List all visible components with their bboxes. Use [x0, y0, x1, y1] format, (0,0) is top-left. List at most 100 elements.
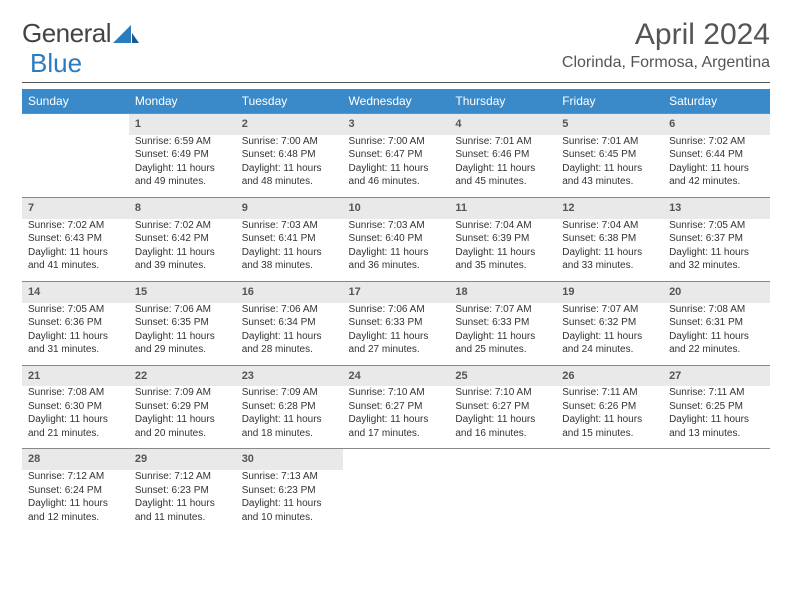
day-info-cell: Sunrise: 7:04 AMSunset: 6:39 PMDaylight:… — [449, 219, 556, 282]
sunrise-text: Sunrise: 7:12 AM — [28, 470, 123, 484]
day-number-cell — [22, 114, 129, 135]
sunrise-text: Sunrise: 7:01 AM — [455, 135, 550, 149]
day-number-cell: 27 — [663, 365, 770, 386]
day-number-cell: 18 — [449, 281, 556, 302]
day-number-cell: 12 — [556, 197, 663, 218]
day-number-cell: 17 — [343, 281, 450, 302]
day-info-cell: Sunrise: 7:03 AMSunset: 6:41 PMDaylight:… — [236, 219, 343, 282]
day-number-cell: 26 — [556, 365, 663, 386]
day-header: Wednesday — [343, 89, 450, 114]
sunset-text: Sunset: 6:35 PM — [135, 316, 230, 330]
day-info-cell: Sunrise: 7:05 AMSunset: 6:37 PMDaylight:… — [663, 219, 770, 282]
sunrise-text: Sunrise: 7:08 AM — [28, 386, 123, 400]
day-info-cell: Sunrise: 7:11 AMSunset: 6:25 PMDaylight:… — [663, 386, 770, 449]
info-row: Sunrise: 7:12 AMSunset: 6:24 PMDaylight:… — [22, 470, 770, 532]
day-info-cell — [343, 470, 450, 532]
day-header: Saturday — [663, 89, 770, 114]
sunrise-text: Sunrise: 7:05 AM — [28, 303, 123, 317]
day-number-cell: 23 — [236, 365, 343, 386]
day-number-cell: 30 — [236, 449, 343, 470]
daylight-text: Daylight: 11 hours and 16 minutes. — [455, 413, 550, 440]
logo-sail-icon — [113, 23, 139, 45]
daylight-text: Daylight: 11 hours and 28 minutes. — [242, 330, 337, 357]
daylight-text: Daylight: 11 hours and 41 minutes. — [28, 246, 123, 273]
day-info-cell: Sunrise: 7:13 AMSunset: 6:23 PMDaylight:… — [236, 470, 343, 532]
day-header: Monday — [129, 89, 236, 114]
day-info-cell: Sunrise: 7:00 AMSunset: 6:47 PMDaylight:… — [343, 135, 450, 198]
info-row: Sunrise: 7:05 AMSunset: 6:36 PMDaylight:… — [22, 303, 770, 366]
daylight-text: Daylight: 11 hours and 10 minutes. — [242, 497, 337, 524]
sunset-text: Sunset: 6:43 PM — [28, 232, 123, 246]
day-info-cell: Sunrise: 7:06 AMSunset: 6:35 PMDaylight:… — [129, 303, 236, 366]
day-info-cell: Sunrise: 7:01 AMSunset: 6:46 PMDaylight:… — [449, 135, 556, 198]
sunset-text: Sunset: 6:40 PM — [349, 232, 444, 246]
sunset-text: Sunset: 6:27 PM — [349, 400, 444, 414]
day-info-cell: Sunrise: 7:02 AMSunset: 6:44 PMDaylight:… — [663, 135, 770, 198]
sunrise-text: Sunrise: 7:03 AM — [242, 219, 337, 233]
sunset-text: Sunset: 6:31 PM — [669, 316, 764, 330]
day-info-cell: Sunrise: 7:12 AMSunset: 6:23 PMDaylight:… — [129, 470, 236, 532]
day-info-cell: Sunrise: 7:10 AMSunset: 6:27 PMDaylight:… — [343, 386, 450, 449]
sunrise-text: Sunrise: 7:07 AM — [562, 303, 657, 317]
sunset-text: Sunset: 6:39 PM — [455, 232, 550, 246]
day-number-cell: 9 — [236, 197, 343, 218]
logo-text-blue: Blue — [30, 48, 82, 79]
sunrise-text: Sunrise: 7:06 AM — [349, 303, 444, 317]
sunrise-text: Sunrise: 7:08 AM — [669, 303, 764, 317]
day-number-cell — [343, 449, 450, 470]
day-number-cell: 4 — [449, 114, 556, 135]
sunrise-text: Sunrise: 7:05 AM — [669, 219, 764, 233]
sunrise-text: Sunrise: 7:02 AM — [135, 219, 230, 233]
sunrise-text: Sunrise: 7:09 AM — [135, 386, 230, 400]
daylight-text: Daylight: 11 hours and 20 minutes. — [135, 413, 230, 440]
sunset-text: Sunset: 6:34 PM — [242, 316, 337, 330]
day-header: Thursday — [449, 89, 556, 114]
calendar-table: Sunday Monday Tuesday Wednesday Thursday… — [22, 89, 770, 532]
day-number-cell: 6 — [663, 114, 770, 135]
sunset-text: Sunset: 6:44 PM — [669, 148, 764, 162]
day-info-cell — [449, 470, 556, 532]
daylight-text: Daylight: 11 hours and 29 minutes. — [135, 330, 230, 357]
day-info-cell: Sunrise: 7:01 AMSunset: 6:45 PMDaylight:… — [556, 135, 663, 198]
day-number-cell: 10 — [343, 197, 450, 218]
day-number-cell: 15 — [129, 281, 236, 302]
day-info-cell: Sunrise: 7:02 AMSunset: 6:43 PMDaylight:… — [22, 219, 129, 282]
day-info-cell: Sunrise: 7:08 AMSunset: 6:31 PMDaylight:… — [663, 303, 770, 366]
day-info-cell: Sunrise: 7:09 AMSunset: 6:28 PMDaylight:… — [236, 386, 343, 449]
sunset-text: Sunset: 6:32 PM — [562, 316, 657, 330]
info-row: Sunrise: 7:02 AM Sunset: 6:43 PMDaylight:… — [22, 219, 770, 282]
sunset-text: Sunset: 6:41 PM — [242, 232, 337, 246]
day-number-cell: 21 — [22, 365, 129, 386]
day-number-cell — [449, 449, 556, 470]
day-number-cell: 8 — [129, 197, 236, 218]
sunset-text: Sunset: 6:46 PM — [455, 148, 550, 162]
day-number-cell: 1 — [129, 114, 236, 135]
daylight-text: Daylight: 11 hours and 49 minutes. — [135, 162, 230, 189]
day-info-cell: Sunrise: 7:06 AMSunset: 6:34 PMDaylight:… — [236, 303, 343, 366]
sunset-text: Sunset: 6:30 PM — [28, 400, 123, 414]
day-info-cell: Sunrise: 7:07 AMSunset: 6:32 PMDaylight:… — [556, 303, 663, 366]
day-info-cell: Sunrise: 7:02 AMSunset: 6:42 PMDaylight:… — [129, 219, 236, 282]
sunrise-text: Sunrise: 7:11 AM — [669, 386, 764, 400]
info-row: Sunrise: 7:08 AMSunset: 6:30 PM Daylight:… — [22, 386, 770, 449]
sunrise-text: Sunrise: 7:01 AM — [562, 135, 657, 149]
sunrise-text: Sunrise: 7:06 AM — [242, 303, 337, 317]
sunset-text: Sunset: 6:29 PM — [135, 400, 230, 414]
sunrise-text: Sunrise: 7:10 AM — [455, 386, 550, 400]
daylight-text: Daylight: 11 hours and 12 minutes. — [28, 497, 123, 524]
month-title: April 2024 — [562, 18, 770, 52]
day-number-cell: 14 — [22, 281, 129, 302]
daylight-text: Daylight: 11 hours and 11 minutes. — [135, 497, 230, 524]
daylight-text: Daylight: 11 hours and 17 minutes. — [349, 413, 444, 440]
daynum-row: 21222324252627 — [22, 365, 770, 386]
sunset-text: Sunset: 6:49 PM — [135, 148, 230, 162]
sunrise-text: Sunrise: 7:00 AM — [242, 135, 337, 149]
sunrise-text: Sunrise: 7:07 AM — [455, 303, 550, 317]
day-info-cell: Sunrise: 7:04 AMSunset: 6:38 PMDaylight:… — [556, 219, 663, 282]
day-number-cell: 24 — [343, 365, 450, 386]
sunrise-text: Sunrise: 7:04 AM — [455, 219, 550, 233]
sunset-text: Sunset: 6:24 PM — [28, 484, 123, 498]
sunrise-text: Sunrise: 7:12 AM — [135, 470, 230, 484]
location-text: Clorinda, Formosa, Argentina — [562, 54, 770, 72]
daylight-text: Daylight: 11 hours and 13 minutes. — [669, 413, 764, 440]
